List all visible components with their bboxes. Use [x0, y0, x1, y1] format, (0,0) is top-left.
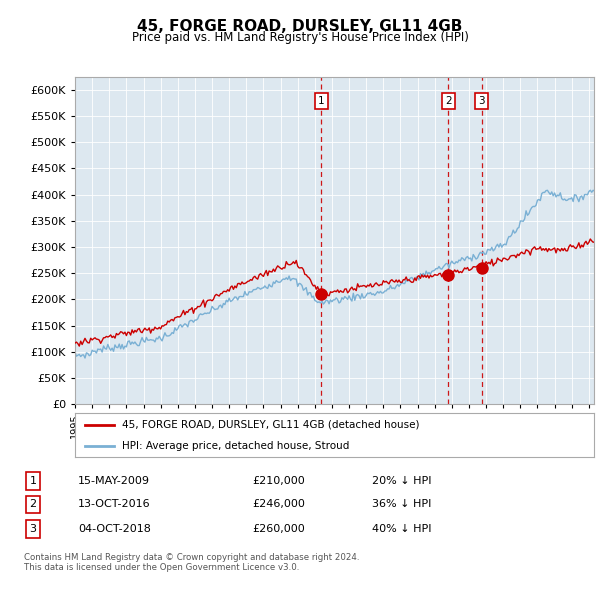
- Text: £260,000: £260,000: [252, 525, 305, 534]
- Text: 2: 2: [445, 96, 452, 106]
- Text: HPI: Average price, detached house, Stroud: HPI: Average price, detached house, Stro…: [122, 441, 349, 451]
- Text: 3: 3: [29, 525, 37, 534]
- Text: 04-OCT-2018: 04-OCT-2018: [78, 525, 151, 534]
- Text: 40% ↓ HPI: 40% ↓ HPI: [372, 525, 431, 534]
- Text: Price paid vs. HM Land Registry's House Price Index (HPI): Price paid vs. HM Land Registry's House …: [131, 31, 469, 44]
- Text: This data is licensed under the Open Government Licence v3.0.: This data is licensed under the Open Gov…: [24, 563, 299, 572]
- Text: £210,000: £210,000: [252, 476, 305, 486]
- Text: 1: 1: [318, 96, 325, 106]
- Text: 45, FORGE ROAD, DURSLEY, GL11 4GB: 45, FORGE ROAD, DURSLEY, GL11 4GB: [137, 19, 463, 34]
- Text: 1: 1: [29, 476, 37, 486]
- Text: 15-MAY-2009: 15-MAY-2009: [78, 476, 150, 486]
- Text: 13-OCT-2016: 13-OCT-2016: [78, 500, 151, 509]
- Text: £246,000: £246,000: [252, 500, 305, 509]
- Text: 36% ↓ HPI: 36% ↓ HPI: [372, 500, 431, 509]
- Text: Contains HM Land Registry data © Crown copyright and database right 2024.: Contains HM Land Registry data © Crown c…: [24, 553, 359, 562]
- Text: 2: 2: [29, 500, 37, 509]
- Text: 3: 3: [478, 96, 485, 106]
- Text: 20% ↓ HPI: 20% ↓ HPI: [372, 476, 431, 486]
- Text: 45, FORGE ROAD, DURSLEY, GL11 4GB (detached house): 45, FORGE ROAD, DURSLEY, GL11 4GB (detac…: [122, 420, 419, 430]
